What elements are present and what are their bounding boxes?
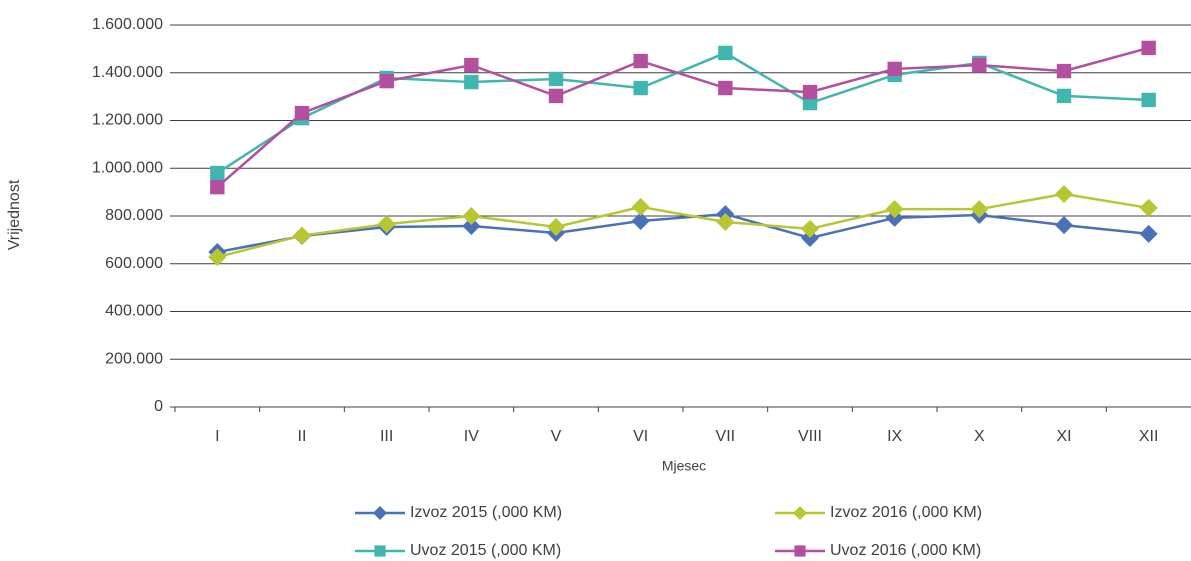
x-tick-label: VIII	[798, 428, 822, 445]
x-tick-label: IV	[464, 428, 479, 445]
y-tick-label: 1.200.000	[92, 112, 163, 129]
x-tick-label: XI	[1056, 428, 1071, 445]
data-point	[210, 179, 225, 195]
data-point	[379, 73, 394, 89]
data-point	[210, 165, 225, 181]
data-point	[462, 207, 481, 225]
data-point	[802, 84, 818, 100]
x-tick-label: II	[298, 428, 307, 445]
data-point	[208, 248, 227, 267]
data-point	[716, 212, 735, 231]
y-tick-label: 400.000	[105, 303, 163, 320]
series-line	[216, 51, 1149, 175]
data-point	[547, 217, 565, 236]
x-tick-label: X	[974, 428, 985, 445]
legend-marker	[793, 506, 807, 520]
data-point	[464, 57, 479, 73]
x-tick-label: VII	[716, 428, 736, 445]
x-tick-label: V	[551, 428, 562, 445]
data-point	[801, 228, 819, 247]
y-axis-title: Vrijednost	[6, 179, 23, 250]
data-point	[1139, 224, 1158, 243]
data-point	[548, 88, 564, 104]
x-tick-label: III	[380, 428, 393, 445]
data-point	[293, 226, 311, 245]
data-point	[1141, 92, 1156, 108]
series-line	[216, 46, 1149, 189]
data-point	[1055, 185, 1073, 204]
data-point	[464, 74, 479, 90]
y-tick-label: 1.400.000	[92, 64, 163, 81]
data-point	[718, 80, 733, 96]
x-tick-label: IX	[887, 428, 902, 445]
legend-marker	[373, 506, 387, 520]
data-point	[377, 215, 396, 234]
y-tick-label: 0	[154, 398, 163, 415]
data-point	[631, 197, 650, 216]
x-tick-label: XII	[1139, 428, 1159, 445]
data-point	[1056, 63, 1072, 79]
series-line	[217, 192, 1149, 259]
legend-marker	[794, 545, 806, 557]
data-point	[1056, 88, 1072, 104]
data-point	[548, 71, 564, 87]
data-point	[631, 212, 650, 231]
data-point	[294, 105, 310, 121]
data-point	[1141, 40, 1156, 56]
data-point	[633, 80, 648, 96]
y-tick-label: 200.000	[105, 350, 163, 367]
data-point	[972, 57, 987, 73]
x-tick-label: VI	[633, 428, 648, 445]
y-tick-label: 800.000	[105, 207, 163, 224]
data-point	[887, 61, 902, 77]
data-point	[462, 217, 481, 236]
legend-label: Uvoz 2015 (,000 KM)	[410, 542, 561, 559]
x-tick-label: I	[215, 428, 219, 445]
y-tick-label: 1.600.000	[92, 16, 163, 33]
series-line	[217, 212, 1149, 254]
legend-label: Izvoz 2015 (,000 KM)	[410, 504, 562, 521]
data-point	[970, 200, 989, 219]
data-point	[1139, 198, 1158, 217]
y-tick-label: 1.000.000	[92, 159, 163, 176]
data-point	[802, 95, 818, 111]
x-axis-title: Mjesec	[662, 458, 706, 474]
y-tick-label: 600.000	[105, 255, 163, 272]
data-point	[801, 219, 819, 238]
legend-label: Izvoz 2016 (,000 KM)	[830, 504, 982, 521]
legend-label: Uvoz 2016 (,000 KM)	[830, 542, 981, 559]
data-point	[1055, 216, 1073, 235]
legend-marker	[374, 545, 386, 557]
data-point	[718, 45, 733, 61]
data-point	[633, 53, 648, 69]
data-point	[885, 200, 904, 219]
